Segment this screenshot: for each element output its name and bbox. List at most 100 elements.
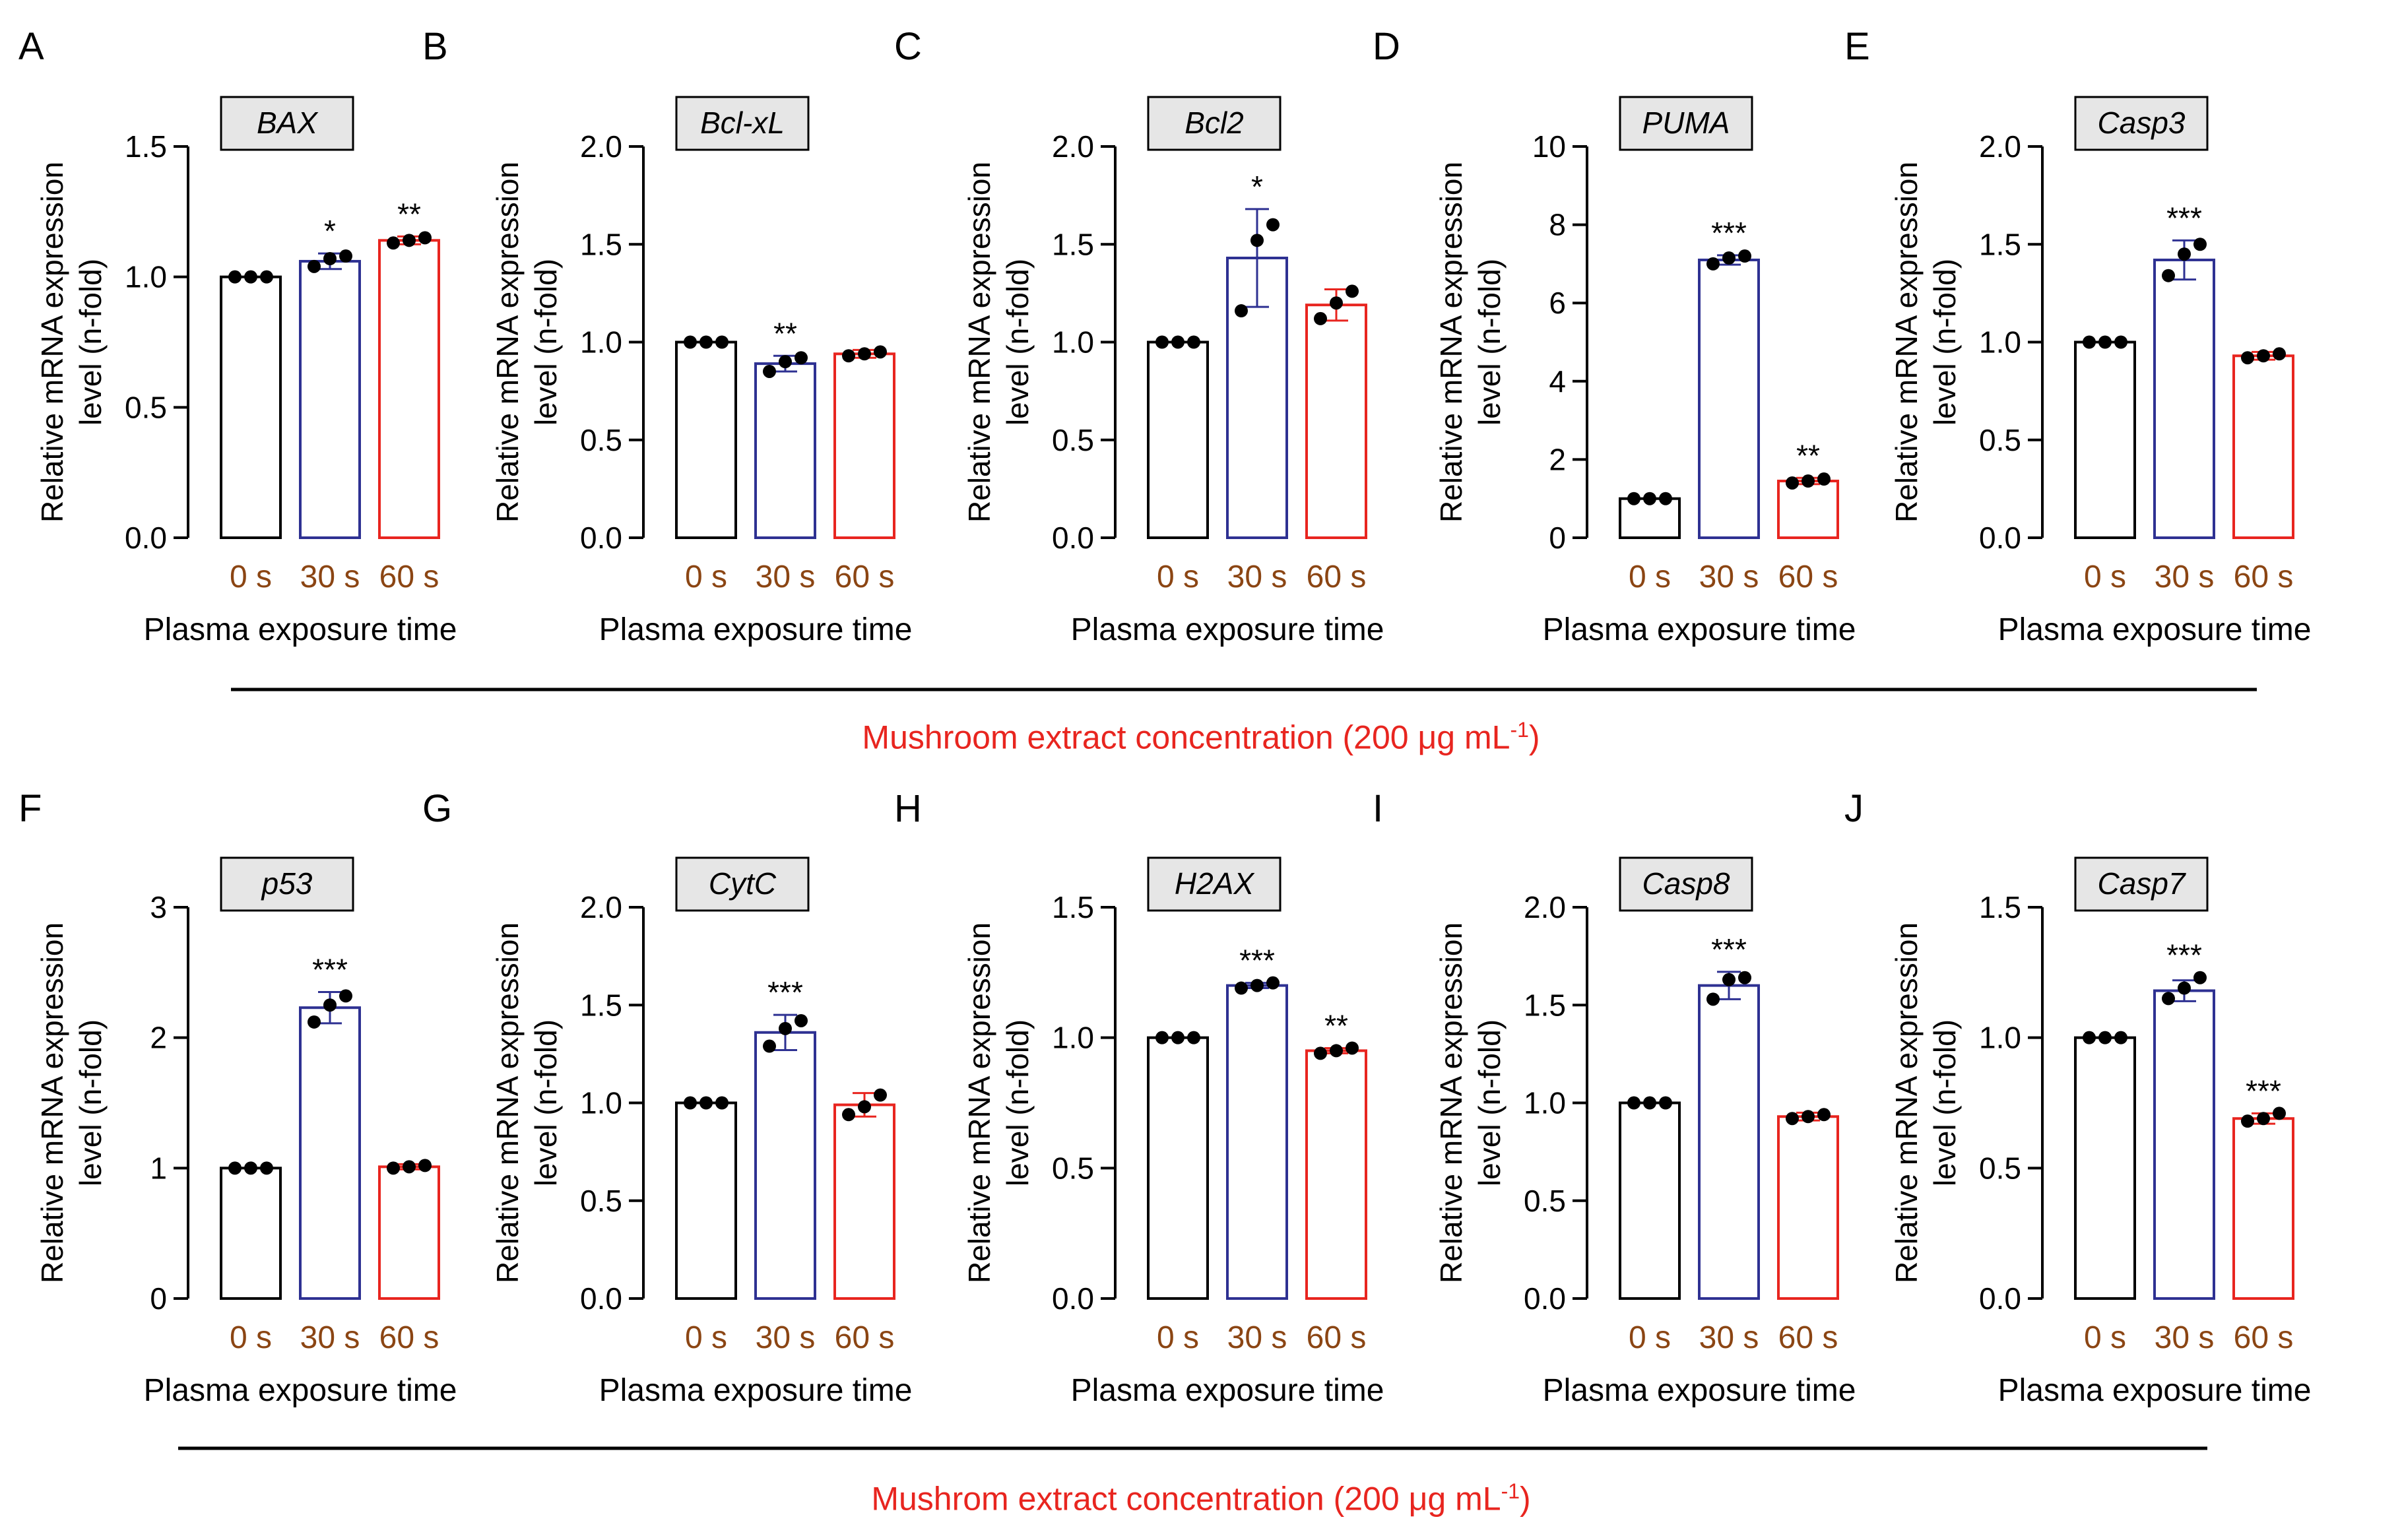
y-tick-label: 0.0 <box>1524 1281 1566 1316</box>
y-axis-title: Relative mRNA expression level (n-fold) <box>35 922 108 1283</box>
caption-bottom: Mushrom extract concentration (200 μg mL… <box>0 1479 2402 1518</box>
data-point <box>228 270 242 284</box>
chart-panel-g: G CytC 0.0 0.5 1.0 1.5 2.0 Relative mRNA expres… <box>422 787 912 1408</box>
y-axis-title-line: level (n-fold) <box>1472 1019 1507 1186</box>
chart-panel-i: I Casp8 0.0 0.5 1.0 1.5 2.0 Relative mRNA expre… <box>1373 787 1856 1408</box>
data-point <box>2083 1031 2096 1044</box>
bar <box>220 275 282 539</box>
y-axis-title-line: Relative mRNA expression <box>962 922 996 1283</box>
y-tick-label: 0.0 <box>1979 521 2021 555</box>
y-tick-label: 1.0 <box>580 1086 622 1120</box>
data-point <box>1706 992 1720 1006</box>
data-point <box>858 1100 871 1114</box>
y-tick-label: 0.0 <box>1052 1281 1094 1316</box>
x-tick-label: 0 s <box>685 1320 727 1355</box>
gene-name-box <box>1147 856 1282 912</box>
y-axis-title-line: level (n-fold) <box>1472 259 1507 426</box>
y-axis-title-line: level (n-fold) <box>1928 1019 1962 1186</box>
bar <box>220 1167 282 1300</box>
significance-label: ** <box>1796 438 1820 472</box>
data-point <box>1187 335 1200 349</box>
y-axis-title-line: Relative mRNA expression <box>490 162 525 523</box>
significance-label: * <box>324 214 336 248</box>
y-tick-label: 2 <box>1549 442 1566 476</box>
y-tick-label: 1.5 <box>1979 227 2021 261</box>
data-point <box>2114 1031 2127 1044</box>
bar <box>1777 480 1839 540</box>
chart-panel-j: J Casp7 0.0 0.5 1.0 1.5 Relative mRNA expressi… <box>1844 787 2311 1408</box>
data-point <box>795 1013 808 1027</box>
y-axis-title-line: level (n-fold) <box>529 1019 563 1186</box>
y-tick-label: 6 <box>1549 286 1566 320</box>
y-tick-label: 1.0 <box>1052 1021 1094 1055</box>
x-axis-title: Plasma exposure time <box>599 1373 913 1408</box>
data-point <box>387 1161 400 1175</box>
x-tick-label: 0 s <box>1157 560 1199 594</box>
data-point <box>339 249 352 263</box>
data-point <box>1802 1110 1815 1124</box>
bar <box>2153 258 2215 539</box>
y-axis-title: Relative mRNA expression level (n-fold) <box>1434 922 1507 1283</box>
chart-panel-b: B Bcl-xL 0.0 0.5 1.0 1.5 2.0 Relative mRNA expr… <box>422 25 912 647</box>
y-tick-label: 1.0 <box>125 260 167 294</box>
y-tick-label: 0.0 <box>580 1281 622 1316</box>
data-point <box>2083 335 2096 349</box>
gene-name-box <box>220 96 354 151</box>
gene-name-label: H2AX <box>1175 866 1255 901</box>
y-tick-label: 4 <box>1549 364 1566 399</box>
data-point <box>2193 971 2207 984</box>
y-axis-title: Relative mRNA expression level (n-fold) <box>490 922 563 1283</box>
data-point <box>699 1096 713 1110</box>
x-axis-title: Plasma exposure time <box>1071 1373 1384 1408</box>
bar <box>378 239 440 539</box>
data-point <box>2241 351 2254 365</box>
data-point <box>1250 979 1264 992</box>
y-tick-label: 0.0 <box>580 521 622 555</box>
y-tick-label: 1.5 <box>1052 227 1094 261</box>
x-tick-label: 30 s <box>2155 560 2215 594</box>
y-tick-label: 1.5 <box>1979 890 2021 924</box>
bar <box>378 1165 440 1300</box>
x-tick-label: 0 s <box>1157 1320 1199 1355</box>
y-tick-label: 1.5 <box>580 227 622 261</box>
bar <box>1777 1115 1839 1300</box>
data-point <box>1155 335 1169 349</box>
caption-top-superscript: -1 <box>1510 718 1529 742</box>
y-axis-title: Relative mRNA expression level (n-fold) <box>962 162 1035 523</box>
y-tick-label: 1.0 <box>1052 325 1094 360</box>
data-point <box>2162 269 2175 282</box>
data-point <box>2178 981 2191 995</box>
y-axis-title-line: Relative mRNA expression <box>490 922 525 1283</box>
bar <box>1147 1036 1209 1300</box>
data-point <box>1802 474 1815 488</box>
data-point <box>684 335 697 349</box>
gene-name-box <box>1619 96 1753 151</box>
data-point <box>779 355 792 369</box>
data-point <box>339 989 352 1003</box>
data-point <box>1722 251 1736 265</box>
data-point <box>1250 234 1264 247</box>
data-point <box>1346 1041 1359 1055</box>
data-point <box>2114 335 2127 349</box>
bar <box>1698 258 1760 539</box>
data-point <box>1330 1044 1343 1058</box>
data-point <box>874 1088 887 1102</box>
significance-label: *** <box>1711 216 1747 250</box>
gene-name-box <box>1147 96 1282 151</box>
y-tick-label: 1.0 <box>580 325 622 360</box>
data-point <box>2193 238 2207 251</box>
panel-label: I <box>1373 787 1383 830</box>
data-point <box>1330 296 1343 310</box>
bar <box>754 1031 816 1300</box>
y-tick-label: 2.0 <box>580 890 622 924</box>
data-point <box>2162 992 2175 1006</box>
x-axis-title: Plasma exposure time <box>144 612 457 647</box>
y-tick-label: 0.0 <box>1052 521 1094 555</box>
panel-label: G <box>422 787 452 830</box>
significance-label: *** <box>312 952 348 986</box>
y-tick-label: 1.0 <box>1979 1021 2021 1055</box>
y-tick-label: 2.0 <box>580 129 622 164</box>
significance-label: *** <box>2246 1074 2281 1108</box>
